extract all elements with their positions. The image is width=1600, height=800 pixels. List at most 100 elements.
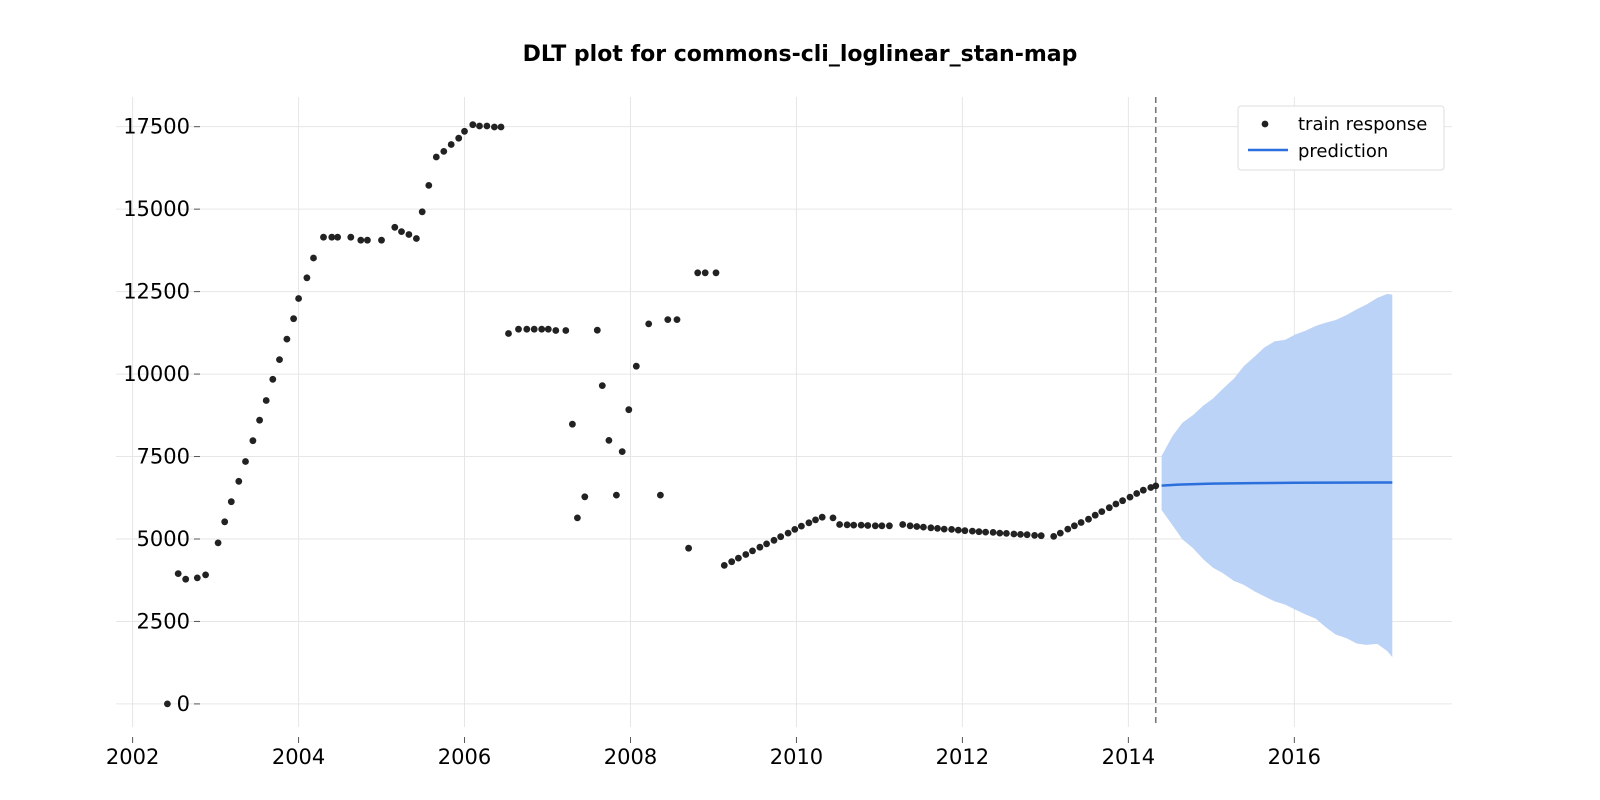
train-response-point: [357, 236, 365, 244]
train-response-point: [864, 522, 872, 529]
train-response-point: [497, 123, 505, 131]
x-tick-label: 2004: [272, 745, 325, 769]
train-response-point: [701, 269, 709, 277]
train-response-point: [310, 254, 317, 262]
train-response-point: [405, 231, 413, 238]
train-response-point: [805, 519, 813, 527]
train-response-point: [593, 326, 601, 334]
train-response-point: [432, 153, 440, 161]
train-response-point: [378, 236, 385, 244]
train-response-point: [221, 518, 229, 526]
train-response-point: [202, 571, 210, 579]
train-response-point: [632, 362, 640, 370]
train-response-point: [1112, 500, 1120, 508]
y-tick-label: 15000: [123, 197, 190, 221]
y-tick-label: 0: [177, 692, 190, 716]
train-response-point: [878, 522, 886, 530]
x-tick-label: 2016: [1268, 745, 1321, 769]
train-response-point: [562, 327, 570, 334]
train-response-point: [836, 521, 843, 528]
train-response-point: [791, 526, 799, 533]
y-tick-label: 2500: [137, 609, 190, 633]
train-response-point: [694, 269, 702, 277]
train-response-point: [440, 148, 448, 155]
train-response-point: [581, 493, 589, 501]
train-response-point: [1023, 531, 1031, 539]
train-response-point: [720, 562, 728, 569]
train-response-point: [505, 330, 512, 337]
train-response-point: [728, 558, 736, 566]
train-response-point: [328, 233, 336, 241]
x-tick-label: 2014: [1102, 745, 1155, 769]
train-response-point: [989, 529, 997, 536]
train-response-point: [812, 516, 819, 524]
train-response-point: [857, 521, 865, 529]
train-response-point: [227, 498, 235, 506]
train-response-point: [262, 397, 270, 404]
legend-frame: [1237, 105, 1445, 171]
train-response-point: [934, 525, 941, 532]
y-tick-label: 17500: [123, 115, 190, 139]
train-response-point: [749, 547, 756, 555]
train-response-point: [913, 523, 921, 530]
train-response-point: [954, 526, 962, 534]
train-response-point: [645, 320, 653, 328]
train-response-point: [948, 526, 955, 533]
train-response-point: [657, 491, 664, 499]
train-response-point: [1077, 519, 1085, 526]
legend-prediction-label: prediction: [1298, 141, 1388, 162]
train-response-point: [523, 325, 531, 333]
train-response-point: [334, 233, 341, 241]
axes: 2002 2004 2006 2008 2010 2012 2014 2016 0 2500 500…: [106, 115, 1321, 769]
prediction-interval-band: [1161, 293, 1393, 658]
train-response-point: [235, 477, 243, 485]
y-tick-label: 12500: [123, 280, 190, 304]
train-response-point: [425, 182, 433, 189]
prediction-interval: [1161, 293, 1393, 658]
train-response-point: [871, 522, 879, 530]
train-response-point: [777, 533, 785, 541]
x-tick-label: 2012: [936, 745, 989, 769]
prediction-series: [1161, 481, 1393, 487]
train-response-point: [1098, 508, 1106, 515]
train-response-point: [770, 536, 778, 544]
y-tick-label: 7500: [137, 445, 190, 469]
train-response-point: [538, 325, 546, 333]
train-response-point: [598, 382, 606, 389]
train-response-point: [290, 315, 297, 323]
train-response-point: [469, 121, 477, 129]
train-response-point: [969, 527, 976, 535]
train-response-point: [1010, 530, 1018, 538]
train-response-point: [569, 420, 576, 428]
x-tick-label: 2010: [770, 745, 823, 769]
train-response-point: [295, 295, 302, 302]
x-tick-label: 2008: [604, 745, 657, 769]
train-response-point: [455, 134, 463, 142]
train-response-point: [418, 208, 426, 216]
train-response-point: [164, 700, 171, 708]
train-response-point: [515, 325, 522, 333]
train-response-point: [906, 522, 914, 530]
train-response-point: [1091, 511, 1099, 519]
train-response-point: [940, 525, 948, 533]
train-response-point: [1133, 490, 1141, 497]
train-response-point: [975, 528, 983, 536]
train-response-point: [763, 540, 770, 548]
train-response-point: [391, 223, 399, 231]
train-response-point: [552, 327, 560, 334]
train-response-point: [625, 406, 633, 414]
prediction-line: [1161, 481, 1393, 487]
train-response-point: [1056, 529, 1064, 537]
train-response-point: [491, 123, 498, 131]
train-response-point: [996, 529, 1004, 537]
train-response-point: [618, 448, 626, 455]
train-response-point: [303, 274, 311, 282]
train-response-point: [461, 127, 468, 135]
train-response-point: [784, 529, 792, 537]
train-response-point: [1017, 531, 1024, 538]
train-response-point: [283, 335, 291, 343]
train-response-point: [413, 235, 420, 242]
x-tick-label: 2006: [438, 745, 491, 769]
